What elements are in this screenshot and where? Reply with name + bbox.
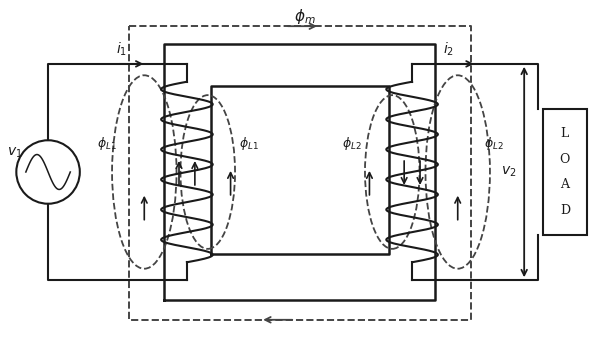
Text: $\phi_{L2}$: $\phi_{L2}$: [483, 135, 503, 152]
Text: $\phi_{L2}$: $\phi_{L2}$: [342, 135, 361, 152]
Text: $\phi_{L1}$: $\phi_{L1}$: [97, 135, 117, 152]
Text: L: L: [560, 127, 569, 140]
Text: $i_1$: $i_1$: [116, 40, 127, 58]
Text: $v_2$: $v_2$: [501, 165, 516, 179]
Text: $v_1$: $v_1$: [7, 146, 22, 160]
Text: $\phi_m$: $\phi_m$: [294, 7, 316, 26]
Text: A: A: [560, 178, 569, 191]
Text: O: O: [560, 153, 570, 166]
Text: D: D: [560, 204, 570, 217]
Text: $\phi_{L1}$: $\phi_{L1}$: [238, 135, 258, 152]
Bar: [543, 108, 587, 236]
Text: $i_2$: $i_2$: [443, 40, 455, 58]
